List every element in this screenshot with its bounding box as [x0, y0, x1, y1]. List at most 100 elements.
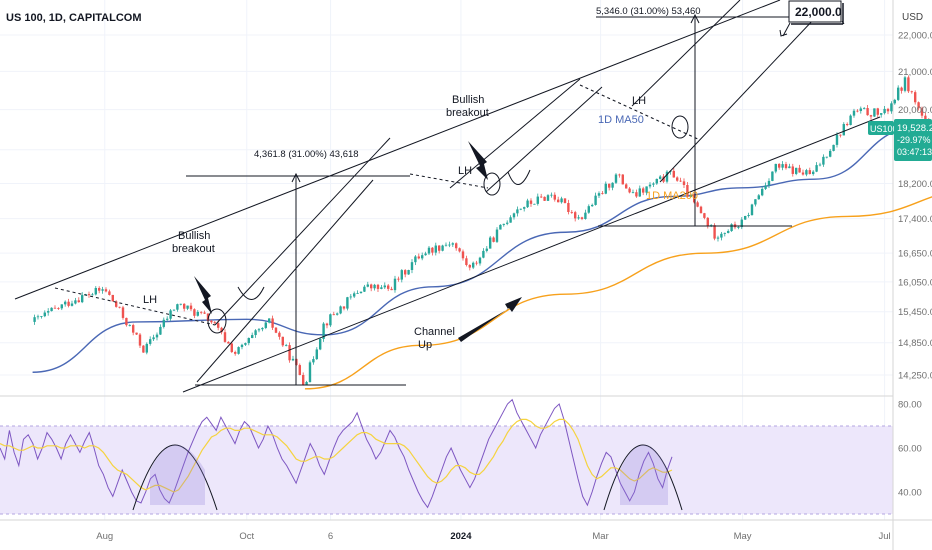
time-tick-label: Oct: [239, 531, 254, 542]
candle-body: [247, 338, 250, 344]
candle-body: [444, 244, 448, 246]
candle: [288, 342, 291, 363]
candle-body: [278, 332, 281, 337]
candle-body: [427, 247, 431, 254]
candle: [808, 167, 811, 175]
candle: [431, 247, 434, 256]
candle: [40, 315, 43, 319]
target-label: 22,000.0: [795, 5, 842, 19]
candle-body: [539, 196, 543, 198]
candle-body: [359, 291, 363, 294]
candle: [193, 308, 196, 319]
candle-body: [94, 287, 97, 295]
candle-body: [597, 193, 601, 196]
candle-body: [420, 255, 424, 259]
candle: [828, 148, 832, 158]
candle-body: [771, 171, 774, 181]
lh-line-3: [579, 84, 701, 141]
candle-body: [658, 176, 662, 179]
candle: [152, 334, 155, 341]
candle-body: [179, 303, 182, 305]
candle: [186, 305, 189, 311]
candle: [876, 107, 879, 118]
time-axis[interactable]: AugOct62024MarMayJulSepNov2025: [96, 531, 932, 542]
candle-body: [706, 217, 709, 227]
candle: [60, 304, 63, 311]
candle: [533, 203, 536, 205]
candle-body: [308, 362, 312, 383]
channel-bottom-line: [182, 116, 881, 393]
candle-body: [556, 199, 560, 203]
candle-body: [176, 304, 179, 310]
rsi-arc-fill-1: [150, 445, 205, 505]
candle: [553, 192, 556, 202]
candle: [91, 292, 94, 296]
candle: [597, 191, 601, 199]
candle: [893, 98, 896, 105]
candle-body: [913, 92, 917, 103]
candle-body: [159, 326, 162, 335]
candle-body: [750, 204, 754, 216]
candle: [131, 323, 135, 336]
candle-body: [36, 316, 40, 318]
candle-body: [917, 102, 920, 109]
target-callout: [788, 0, 842, 23]
candle: [250, 332, 254, 339]
candle: [125, 317, 128, 327]
candle-body: [788, 166, 791, 169]
candle: [111, 294, 114, 302]
candle-body: [910, 91, 913, 93]
candle-body: [859, 108, 862, 112]
candle: [730, 223, 733, 232]
candle: [757, 194, 760, 200]
candle-body: [376, 284, 380, 289]
candle-body: [186, 305, 189, 309]
candle-body: [886, 108, 890, 112]
lh-line-2: [409, 173, 489, 189]
ma200-line-group: [304, 196, 932, 390]
candle-body: [890, 103, 893, 112]
candle-body: [220, 327, 223, 333]
annotation-channel-up: Channel Up: [414, 326, 455, 351]
candle: [230, 341, 233, 354]
candle-body: [808, 170, 811, 175]
candle-body: [322, 323, 325, 339]
candle: [332, 311, 335, 316]
candle-body: [148, 339, 152, 344]
candle: [740, 217, 743, 230]
candle: [366, 281, 369, 288]
candle: [448, 241, 451, 248]
candle: [658, 175, 662, 180]
candle: [240, 343, 244, 350]
candle-body: [573, 212, 577, 219]
price-tick-label: 18,200.0: [898, 179, 932, 190]
time-tick-label: Mar: [592, 531, 608, 542]
candle: [842, 122, 845, 136]
candle-body: [594, 195, 597, 205]
candle-body: [431, 247, 434, 253]
candle-body: [101, 289, 104, 291]
candle: [329, 313, 332, 327]
candle-body: [448, 244, 451, 246]
candle-body: [216, 323, 220, 328]
candle-body: [233, 352, 237, 354]
candle: [352, 291, 356, 299]
candle-body: [740, 219, 743, 228]
candle-body: [811, 171, 815, 175]
candle: [645, 186, 648, 196]
candle-body: [611, 182, 614, 188]
candle: [825, 156, 828, 159]
candle: [349, 294, 352, 300]
rsi-axis[interactable]: 80.00 60.00 40.00: [898, 400, 922, 499]
candle: [570, 210, 573, 214]
candle-body: [274, 327, 278, 333]
candle: [424, 251, 427, 256]
candle-body: [879, 113, 883, 115]
candle: [403, 269, 407, 278]
candle-body: [839, 134, 842, 136]
candle-body: [227, 341, 230, 344]
candle: [386, 283, 390, 292]
candle-body: [318, 338, 322, 350]
candle-body: [169, 310, 172, 319]
candle: [397, 276, 400, 282]
